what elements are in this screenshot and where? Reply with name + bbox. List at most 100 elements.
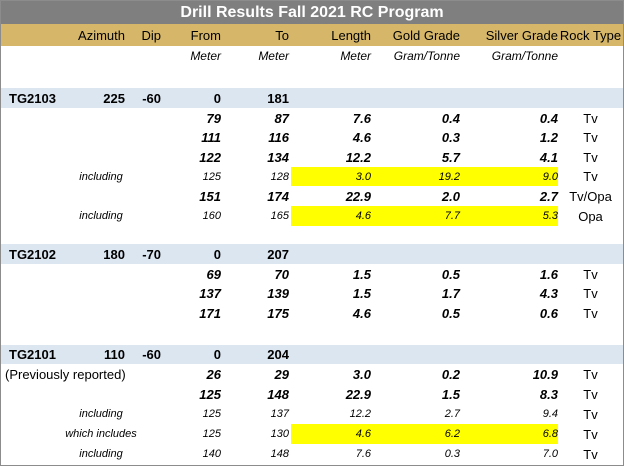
header-gold-grade: Gold Grade xyxy=(392,27,460,43)
cell-silver: 7.0 xyxy=(542,448,558,460)
cell-length: 22.9 xyxy=(345,188,371,204)
header-rock-type: Rock Type xyxy=(559,27,622,43)
highlight-band xyxy=(291,206,558,226)
hole-id: TG2102 xyxy=(9,246,56,262)
sub-interval-row: including 125 137 12.2 2.7 9.4 Tv xyxy=(1,404,623,424)
cell-gold: 1.5 xyxy=(441,386,460,402)
interval-row: 122 134 12.2 5.7 4.1 Tv xyxy=(1,147,623,167)
cell-from: 140 xyxy=(202,448,221,460)
hole-row: TG2103 225 -60 0 181 xyxy=(1,88,623,108)
cell-dip: -60 xyxy=(142,347,161,362)
hole-id: TG2101 xyxy=(9,347,56,362)
cell-silver: 5.3 xyxy=(542,210,558,222)
header-azimuth: Azimuth xyxy=(78,27,125,43)
sub-interval-row: including 125 128 3.0 19.2 9.0 Tv xyxy=(1,167,623,186)
cell-from: 125 xyxy=(202,428,221,440)
cell-rock: Tv xyxy=(583,406,598,422)
interval-qualifier: which includes xyxy=(65,428,137,440)
cell-to: 181 xyxy=(267,90,289,106)
cell-from: 111 xyxy=(201,130,221,145)
cell-silver: 0.6 xyxy=(539,305,558,321)
cell-gold: 0.2 xyxy=(441,366,460,382)
cell-gold: 0.3 xyxy=(444,448,460,460)
interval-row: 125 148 22.9 1.5 8.3 Tv xyxy=(1,384,623,404)
cell-silver: 1.2 xyxy=(539,130,558,145)
cell-length: 12.2 xyxy=(349,408,371,420)
cell-from: 151 xyxy=(199,188,221,204)
header-row: Azimuth Dip From To Length Gold Grade Si… xyxy=(1,24,623,46)
cell-to: 174 xyxy=(267,188,289,204)
cell-from: 125 xyxy=(202,408,221,420)
interval-qualifier: including xyxy=(79,448,123,460)
cell-rock: Tv xyxy=(583,366,598,382)
cell-gold: 6.2 xyxy=(444,428,460,440)
cell-length: 3.0 xyxy=(355,170,371,183)
cell-rock: Tv xyxy=(583,386,598,402)
cell-length: 4.6 xyxy=(352,130,371,145)
cell-silver: 4.1 xyxy=(539,149,558,165)
units-row: Meter Meter Meter Gram/Tonne Gram/Tonne xyxy=(1,46,623,66)
interval-row: 137 139 1.5 1.7 4.3 Tv xyxy=(1,284,623,303)
hole-row: TG2101 110 -60 0 204 xyxy=(1,345,623,364)
interval-qualifier: including xyxy=(79,408,123,420)
interval-row: 79 87 7.6 0.4 0.4 Tv xyxy=(1,108,623,128)
cell-silver: 1.6 xyxy=(539,266,558,282)
highlight-band xyxy=(291,424,558,444)
interval-row: 151 174 22.9 2.0 2.7 Tv/Opa xyxy=(1,186,623,206)
cell-rock: Tv xyxy=(583,130,598,145)
cell-to: 87 xyxy=(274,110,289,126)
cell-azimuth: 225 xyxy=(103,90,125,106)
cell-length: 4.6 xyxy=(355,210,371,222)
cell-azimuth: 180 xyxy=(103,246,125,262)
interval-qualifier: including xyxy=(79,210,123,222)
cell-from: 0 xyxy=(213,347,221,362)
interval-qualifier: including xyxy=(79,170,123,183)
cell-to: 134 xyxy=(267,149,289,165)
header-dip: Dip xyxy=(141,27,161,43)
cell-length: 7.6 xyxy=(352,110,371,126)
cell-to: 137 xyxy=(270,408,289,420)
cell-from: 26 xyxy=(206,366,221,382)
cell-rock: Tv xyxy=(583,169,598,184)
cell-length: 1.5 xyxy=(352,266,371,282)
cell-gold: 0.4 xyxy=(441,110,460,126)
hole-row-background xyxy=(1,88,623,108)
cell-dip: -70 xyxy=(142,246,161,262)
cell-rock: Tv xyxy=(583,110,598,126)
cell-gold: 0.5 xyxy=(441,266,460,282)
sub-interval-row: including 140 148 7.6 0.3 7.0 Tv xyxy=(1,444,623,464)
interval-row: 111 116 4.6 0.3 1.2 Tv xyxy=(1,128,623,147)
cell-to: 175 xyxy=(267,305,289,321)
cell-length: 12.2 xyxy=(345,149,371,165)
cell-to: 130 xyxy=(270,428,289,440)
unit-length: Meter xyxy=(340,49,371,63)
highlight-band xyxy=(291,167,558,186)
cell-from: 125 xyxy=(199,386,221,402)
header-from: From xyxy=(190,27,221,43)
cell-from: 0 xyxy=(213,246,221,262)
cell-length: 22.9 xyxy=(345,386,371,402)
cell-to: 70 xyxy=(274,266,289,282)
interval-note: (Previously reported) xyxy=(5,366,126,382)
cell-length: 4.6 xyxy=(355,428,371,440)
unit-to: Meter xyxy=(258,49,289,63)
hole-row-background xyxy=(1,345,623,364)
cell-silver: 8.3 xyxy=(539,386,558,402)
cell-from: 122 xyxy=(199,149,221,165)
cell-gold: 2.0 xyxy=(441,188,460,204)
cell-from: 79 xyxy=(206,110,221,126)
interval-row: (Previously reported) 26 29 3.0 0.2 10.9 Tv xyxy=(1,364,623,384)
cell-silver: 0.4 xyxy=(539,110,558,126)
cell-rock: Tv xyxy=(583,286,598,301)
cell-to: 165 xyxy=(270,210,289,222)
cell-gold: 19.2 xyxy=(438,170,460,183)
cell-rock: Tv xyxy=(583,426,598,442)
cell-silver: 9.4 xyxy=(542,408,558,420)
unit-gold: Gram/Tonne xyxy=(393,49,460,63)
hole-id: TG2103 xyxy=(9,90,56,106)
cell-from: 171 xyxy=(199,305,221,321)
cell-from: 0 xyxy=(213,90,221,106)
sub-interval-row: including 160 165 4.6 7.7 5.3 Opa xyxy=(1,206,623,226)
cell-length: 7.6 xyxy=(355,448,371,460)
cell-gold: 0.5 xyxy=(441,305,460,321)
